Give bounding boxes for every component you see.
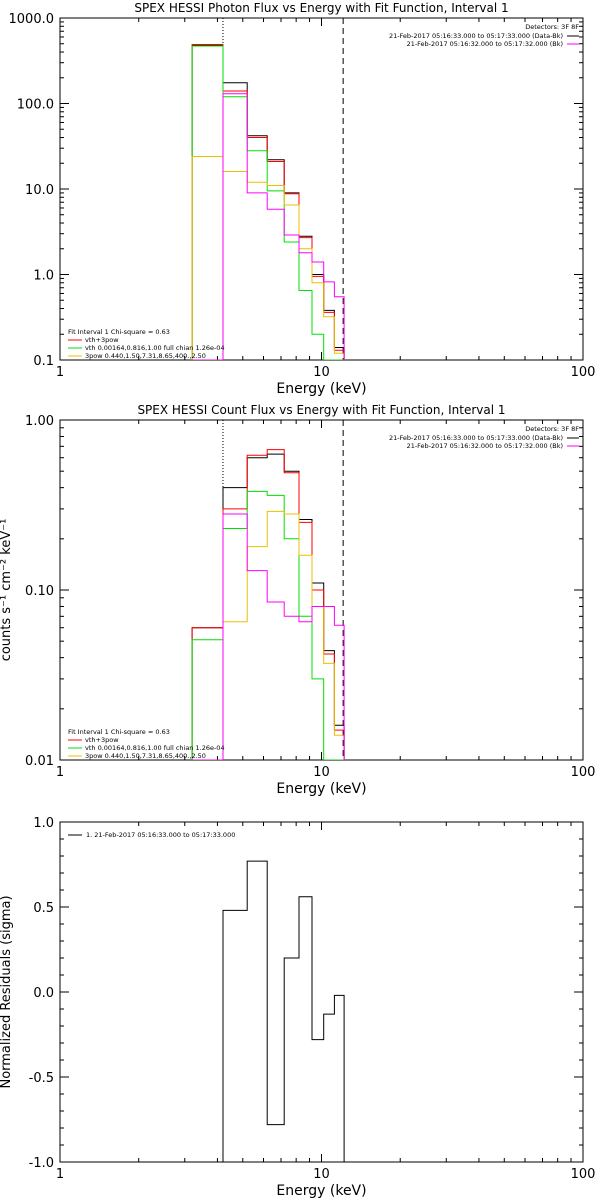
y-tick-label: 0.10: [25, 584, 54, 599]
fit-function-label: vth 0.00164,0.816,1.00 full chian 1.26e-…: [85, 744, 225, 752]
histogram-series-1: [222, 860, 345, 1162]
data-layer: [191, 18, 345, 360]
x-tick-label: 1: [56, 365, 64, 380]
fit-annotation: Fit Interval 1 Chi-square = 0.63: [68, 728, 170, 736]
data-layer: [191, 420, 345, 760]
y-tick-label: 0.1: [33, 354, 54, 369]
y-tick-label: 0.01: [25, 754, 54, 769]
data-layer: [222, 860, 345, 1162]
histogram-series-5: [191, 93, 345, 360]
legend-entry-label: 21-Feb-2017 05:16:32.000 to 05:17:32.000…: [407, 40, 563, 48]
x-tick-label: 10: [313, 765, 330, 780]
y-tick-label: 1.0: [33, 269, 54, 284]
legend-entry-label: 21-Feb-2017 05:16:33.000 to 05:17:33.000…: [389, 32, 563, 40]
legend-header: Detectors: 3F 8F: [525, 425, 579, 433]
fit-function-label: vth+3pow: [85, 336, 119, 344]
y-tick-label: 0.5: [33, 901, 54, 916]
fit-function-label: 3pow 0.440,1.50,7.31,8.65,400.,2.50: [85, 352, 206, 360]
x-tick-label: 10: [313, 1167, 330, 1182]
fit-function-label: 3pow 0.440,1.50,7.31,8.65,400.,2.50: [85, 752, 206, 760]
y-tick-label: 100.0: [17, 98, 54, 113]
x-axis-label: Energy (keV): [276, 1183, 366, 1199]
y-axis-label: Normalized Residuals (sigma): [0, 895, 14, 1088]
x-tick-label: 100: [571, 1167, 596, 1182]
y-tick-label: 1.0: [33, 816, 54, 831]
y-tick-label: 1000.0: [9, 12, 55, 27]
histogram-series-5: [191, 513, 345, 760]
histogram-series-2: [191, 449, 345, 760]
y-tick-label: 0.0: [33, 986, 54, 1001]
histogram-series-4: [191, 510, 345, 760]
histogram-series-2: [191, 44, 345, 360]
chart-title: SPEX HESSI Photon Flux vs Energy with Fi…: [134, 1, 508, 15]
chart-panel-3: 1 10 100 Energy (keV) -1.0 -0.5 0.0 0.5 1.0 Norma…: [0, 816, 595, 1199]
legend-entry-label: 1. 21-Feb-2017 05:16:33.000 to 05:17:33.…: [86, 831, 235, 839]
x-tick-label: 10: [313, 365, 330, 380]
x-tick-label: 1: [56, 765, 64, 780]
histogram-series-3: [191, 490, 345, 760]
histogram-series-1: [191, 453, 345, 760]
histogram-series-4: [191, 156, 345, 360]
x-axis-label: Energy (keV): [276, 781, 366, 797]
legend-header: Detectors: 3F 8F: [525, 23, 579, 31]
plot-frame: [59, 17, 584, 361]
y-tick-label: -0.5: [29, 1071, 54, 1086]
fit-function-label: vth+3pow: [85, 736, 119, 744]
legend-entry-label: 21-Feb-2017 05:16:33.000 to 05:17:33.000…: [389, 434, 563, 442]
x-tick-label: 1: [56, 1167, 64, 1182]
y-tick-label: -1.0: [29, 1156, 54, 1171]
legend-entry-label: 21-Feb-2017 05:16:32.000 to 05:17:32.000…: [407, 442, 563, 450]
fit-annotation: Fit Interval 1 Chi-square = 0.63: [68, 328, 170, 336]
chart-panel-2: SPEX HESSI Count Flux vs Energy with Fit…: [0, 403, 595, 797]
y-tick-label: 10.0: [25, 183, 54, 198]
chart-panel-1: SPEX HESSI Photon Flux vs Energy with Fi…: [9, 1, 596, 397]
y-axis-label: counts s⁻¹ cm⁻² keV⁻¹: [0, 519, 14, 662]
histogram-series-3: [191, 45, 345, 360]
plot-frame: [59, 821, 584, 1163]
x-tick-label: 100: [571, 765, 596, 780]
fit-function-label: vth 0.00164,0.816,1.00 full chian 1.26e-…: [85, 344, 225, 352]
chart-title: SPEX HESSI Count Flux vs Energy with Fit…: [137, 403, 505, 417]
x-axis-label: Energy (keV): [276, 381, 366, 397]
x-tick-label: 100: [571, 365, 596, 380]
y-tick-label: 1.00: [25, 414, 54, 429]
histogram-series-1: [191, 44, 345, 360]
